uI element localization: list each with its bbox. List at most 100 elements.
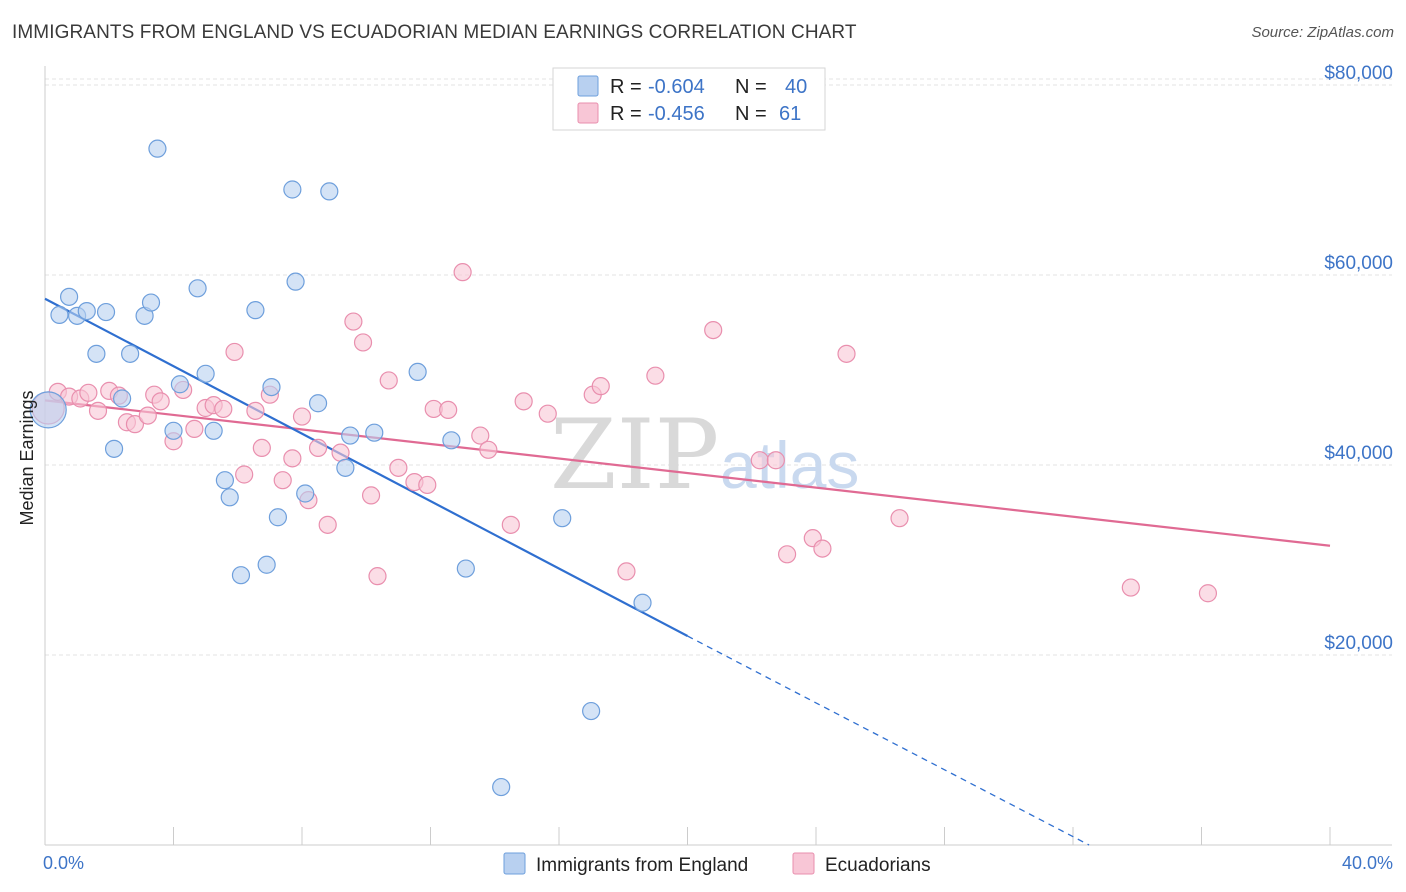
point-england <box>141 293 161 312</box>
y-tick-label: $80,000 <box>1324 63 1393 84</box>
point-england <box>633 593 652 612</box>
point-england <box>492 777 511 797</box>
point-england <box>96 302 116 322</box>
point-ecuadorians <box>453 263 472 282</box>
y-tick-label: $40,000 <box>1324 443 1393 464</box>
point-england <box>320 182 339 201</box>
point-england <box>283 180 302 199</box>
point-ecuadorians <box>389 458 408 477</box>
legend-n-value-england: 40 <box>785 76 807 98</box>
series-england <box>29 139 652 797</box>
point-ecuadorians <box>471 426 490 445</box>
point-ecuadorians <box>777 545 797 564</box>
y-axis-label: Median Earnings <box>17 390 37 525</box>
point-ecuadorians <box>617 562 636 581</box>
point-ecuadorians <box>252 438 271 457</box>
point-england <box>246 301 265 320</box>
point-england <box>220 488 239 507</box>
point-ecuadorians <box>353 333 373 352</box>
point-ecuadorians <box>292 407 312 426</box>
stats-legend: R = -0.604 N = 40 R = -0.456 N = 61 <box>552 67 826 131</box>
bottom-legend-swatch-england <box>503 852 526 875</box>
point-england <box>257 555 276 574</box>
point-england <box>204 421 223 440</box>
point-england <box>112 389 132 408</box>
point-england <box>456 559 475 578</box>
chart-title: IMMIGRANTS FROM ENGLAND VS ECUADORIAN ME… <box>12 22 857 43</box>
point-england <box>196 364 215 383</box>
point-england <box>121 344 140 363</box>
point-ecuadorians <box>1198 584 1218 603</box>
x-tick-label-min: 0.0% <box>43 853 84 873</box>
point-england <box>308 394 328 413</box>
point-england <box>87 344 106 363</box>
point-england <box>231 566 251 585</box>
point-england <box>553 509 572 528</box>
legend-n-label-ecuadorians: N = <box>735 103 767 125</box>
point-ecuadorians <box>308 438 328 457</box>
legend-r-value-ecuadorians: -0.456 <box>648 103 705 125</box>
legend-n-value-ecuadorians: 61 <box>779 103 801 125</box>
point-ecuadorians <box>273 471 292 490</box>
y-tick-label: $20,000 <box>1324 633 1393 654</box>
watermark-zip: ZIP <box>550 399 719 511</box>
point-england <box>77 302 96 321</box>
point-ecuadorians <box>125 415 145 434</box>
point-england <box>148 139 167 158</box>
point-ecuadorians <box>151 392 170 411</box>
point-england <box>170 375 190 394</box>
point-ecuadorians <box>418 475 437 495</box>
trend-lines <box>44 297 1331 846</box>
point-ecuadorians <box>379 371 398 390</box>
point-ecuadorians <box>646 366 665 385</box>
axes: $20,000 $40,000 $60,000 $80,000 0.0% 40.0% <box>43 63 1393 873</box>
point-england <box>582 701 601 721</box>
trend-line-england <box>44 297 689 637</box>
bottom-legend-label-ecuadorians: Ecuadorians <box>825 855 931 876</box>
legend-r-value-england: -0.604 <box>648 76 705 98</box>
point-ecuadorians <box>890 509 909 528</box>
point-ecuadorians <box>361 486 381 505</box>
x-tick-label-max: 40.0% <box>1342 853 1393 873</box>
legend-r-label-england: R = <box>610 76 642 98</box>
point-ecuadorians <box>331 443 350 462</box>
point-england <box>164 421 183 440</box>
y-tick-label: $60,000 <box>1324 253 1393 274</box>
legend-r-label-ecuadorians: R = <box>610 103 642 125</box>
point-england <box>59 287 79 306</box>
point-ecuadorians <box>538 404 557 423</box>
point-ecuadorians <box>591 377 610 396</box>
bottom-legend-label-england: Immigrants from England <box>536 855 748 876</box>
point-england <box>262 378 281 397</box>
point-england <box>296 484 315 503</box>
point-ecuadorians <box>704 321 723 340</box>
point-england <box>188 279 207 298</box>
point-ecuadorians <box>235 465 254 484</box>
point-ecuadorians <box>501 515 520 534</box>
point-ecuadorians <box>750 451 769 470</box>
legend-n-label-england: N = <box>735 76 767 98</box>
legend-swatch-ecuadorians <box>577 102 599 124</box>
point-england <box>268 508 288 527</box>
point-ecuadorians <box>439 400 458 419</box>
point-england <box>408 362 427 381</box>
legend-swatch-england <box>577 75 599 97</box>
point-ecuadorians <box>344 312 363 331</box>
point-england <box>442 431 461 450</box>
chart-source: Source: ZipAtlas.com <box>1251 24 1394 41</box>
trend-line-england-extrapolated <box>687 635 1090 846</box>
point-england <box>336 458 355 477</box>
point-ecuadorians <box>837 344 856 363</box>
point-england <box>215 471 234 490</box>
bottom-legend-swatch-ecuadorians <box>792 852 815 875</box>
point-ecuadorians <box>246 401 265 420</box>
watermark: ZIP atlas <box>550 399 859 511</box>
point-ecuadorians <box>225 342 244 362</box>
point-england <box>286 272 305 291</box>
point-ecuadorians <box>1121 578 1140 597</box>
point-ecuadorians <box>368 567 387 586</box>
trend-line-ecuadorians <box>44 399 1331 547</box>
point-england <box>29 391 67 429</box>
point-ecuadorians <box>766 451 785 470</box>
